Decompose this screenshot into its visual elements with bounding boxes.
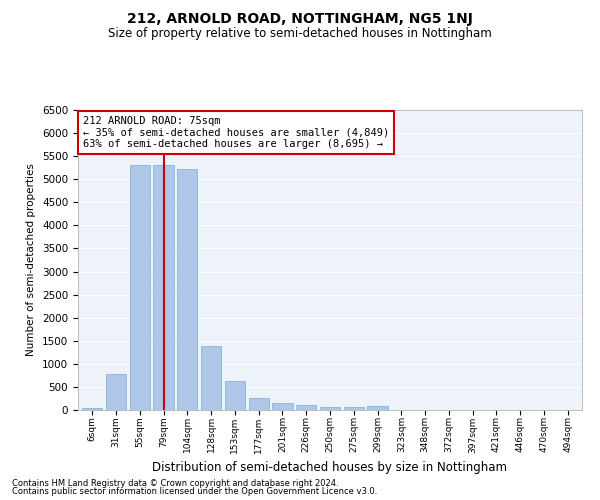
Bar [272,403,293,410]
Y-axis label: Number of semi-detached properties: Number of semi-detached properties [26,164,37,356]
Bar [130,166,150,410]
X-axis label: Distribution of semi-detached houses by size in Nottingham: Distribution of semi-detached houses by … [152,461,508,474]
Bar [154,166,173,410]
Text: Contains HM Land Registry data © Crown copyright and database right 2024.: Contains HM Land Registry data © Crown c… [12,478,338,488]
Text: Contains public sector information licensed under the Open Government Licence v3: Contains public sector information licen… [12,487,377,496]
Text: 212 ARNOLD ROAD: 75sqm
← 35% of semi-detached houses are smaller (4,849)
63% of : 212 ARNOLD ROAD: 75sqm ← 35% of semi-det… [83,116,389,149]
Bar [320,406,340,410]
Bar [344,407,364,410]
Bar [201,346,221,410]
Bar [82,408,103,410]
Text: 212, ARNOLD ROAD, NOTTINGHAM, NG5 1NJ: 212, ARNOLD ROAD, NOTTINGHAM, NG5 1NJ [127,12,473,26]
Text: Size of property relative to semi-detached houses in Nottingham: Size of property relative to semi-detach… [108,28,492,40]
Bar [225,381,245,410]
Bar [248,398,269,410]
Bar [106,374,126,410]
Bar [367,406,388,410]
Bar [296,406,316,410]
Bar [177,169,197,410]
